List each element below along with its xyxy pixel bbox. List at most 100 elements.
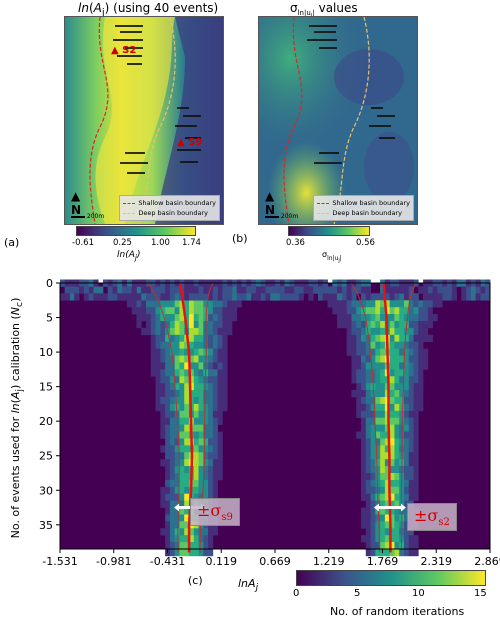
- heatmap-cell: [380, 362, 386, 370]
- heatmap-cell: [222, 327, 228, 336]
- heatmap-cell: [375, 390, 381, 398]
- heatmap-cell: [427, 321, 433, 329]
- heatmap-cell: [480, 293, 486, 301]
- heatmap-cell: [160, 431, 166, 439]
- heatmap-cell: [126, 300, 132, 308]
- heatmap-cell: [418, 383, 424, 391]
- heatmap-cell: [198, 327, 204, 336]
- heatmap-cell: [169, 542, 175, 550]
- heatmap-cell: [408, 424, 414, 432]
- heatmap-cell: [212, 493, 218, 501]
- heatmap-cell: [174, 390, 180, 398]
- heatmap-cell: [394, 514, 400, 522]
- heatmap-cell: [184, 445, 190, 453]
- heatmap-cell: [136, 300, 142, 308]
- heatmap-cell: [404, 549, 410, 557]
- heatmap-cell: [365, 376, 371, 384]
- y-tick-label: 25: [39, 450, 53, 463]
- heatmap-cell: [380, 376, 386, 384]
- heatmap-cell: [365, 321, 371, 329]
- heatmap-cell: [356, 376, 362, 384]
- heatmap-cell: [150, 369, 156, 377]
- heatmap-cell: [399, 403, 405, 412]
- heatmap-cell: [184, 376, 190, 384]
- heatmap-cell: [193, 542, 199, 550]
- heatmap-cell: [356, 314, 362, 322]
- heatmap-cell: [470, 293, 476, 301]
- heatmap-cell: [251, 293, 257, 301]
- cb-b-tick: 0.56: [356, 238, 375, 248]
- heatmap-cell: [193, 528, 199, 536]
- heatmap-cell: [284, 286, 290, 294]
- heatmap-cell: [208, 417, 214, 425]
- heatmap-cell: [365, 466, 371, 474]
- heatmap-cell: [155, 362, 161, 370]
- heatmap-cell: [141, 300, 147, 308]
- heatmap-cell: [179, 327, 185, 336]
- heatmap-cell: [169, 459, 175, 467]
- heatmap-cell: [380, 293, 386, 301]
- heatmap-cell: [365, 514, 371, 522]
- heatmap-cell: [165, 438, 171, 446]
- heatmap-cell: [365, 486, 371, 495]
- heatmap-cell: [365, 355, 371, 363]
- heatmap-cell: [155, 321, 161, 329]
- heatmap-cell: [222, 348, 228, 356]
- heatmap-cell: [155, 327, 161, 336]
- heatmap-cell: [394, 493, 400, 501]
- heatmap-cell: [165, 431, 171, 439]
- heatmap-cell: [208, 376, 214, 384]
- heatmap-cell: [423, 314, 429, 322]
- heatmap-cell: [212, 293, 218, 301]
- heatmap-cell: [169, 369, 175, 377]
- heatmap-cell: [370, 307, 376, 315]
- heatmap-cell: [370, 528, 376, 536]
- heatmap-cell: [380, 514, 386, 522]
- heatmap-cell: [375, 397, 381, 405]
- heatmap-cell: [184, 438, 190, 446]
- heatmap-cell: [179, 493, 185, 501]
- heatmap-cell: [184, 383, 190, 391]
- panel-a-legend: Shallow basin boundary Deep basin bounda…: [119, 195, 220, 221]
- heatmap-cell: [408, 327, 414, 336]
- sigma-s2-annotation: ±σs2: [407, 503, 457, 532]
- heatmap-cell: [399, 293, 405, 301]
- heatmap-cell: [212, 307, 218, 315]
- heatmap-cell: [208, 431, 214, 439]
- heatmap-cell: [375, 431, 381, 439]
- heatmap-cell: [380, 390, 386, 398]
- heatmap-cell: [361, 286, 367, 294]
- heatmap-cell: [74, 293, 80, 301]
- heatmap-cell: [394, 293, 400, 301]
- heatmap-cell: [208, 397, 214, 405]
- heatmap-cell: [165, 307, 171, 315]
- heatmap-cell: [404, 314, 410, 322]
- heatmap-cell: [208, 362, 214, 370]
- heatmap-cell: [389, 473, 395, 481]
- heatmap-cell: [179, 410, 185, 419]
- heatmap-cell: [375, 459, 381, 467]
- heatmap-cell: [375, 452, 381, 460]
- heatmap-cell: [208, 424, 214, 432]
- heatmap-cell: [193, 473, 199, 481]
- heatmap-cell: [198, 307, 204, 315]
- heatmap-cell: [203, 431, 209, 439]
- heatmap-cell: [322, 286, 328, 294]
- heatmap-cell: [389, 438, 395, 446]
- heatmap-cell: [208, 403, 214, 412]
- heatmap-cell: [184, 479, 190, 488]
- heatmap-cell: [370, 459, 376, 467]
- heatmap-cell: [394, 390, 400, 398]
- heatmap-cell: [341, 314, 347, 322]
- heatmap-cell: [418, 390, 424, 398]
- heatmap-cell: [270, 293, 276, 301]
- heatmap-cell: [174, 493, 180, 501]
- heatmap-cell: [198, 410, 204, 419]
- heatmap-cell: [384, 549, 390, 557]
- heatmap-cell: [399, 383, 405, 391]
- heatmap-cell: [380, 459, 386, 467]
- heatmap-cell: [404, 528, 410, 536]
- heatmap-cell: [179, 431, 185, 439]
- heatmap-cell: [389, 459, 395, 467]
- heatmap-cell: [160, 390, 166, 398]
